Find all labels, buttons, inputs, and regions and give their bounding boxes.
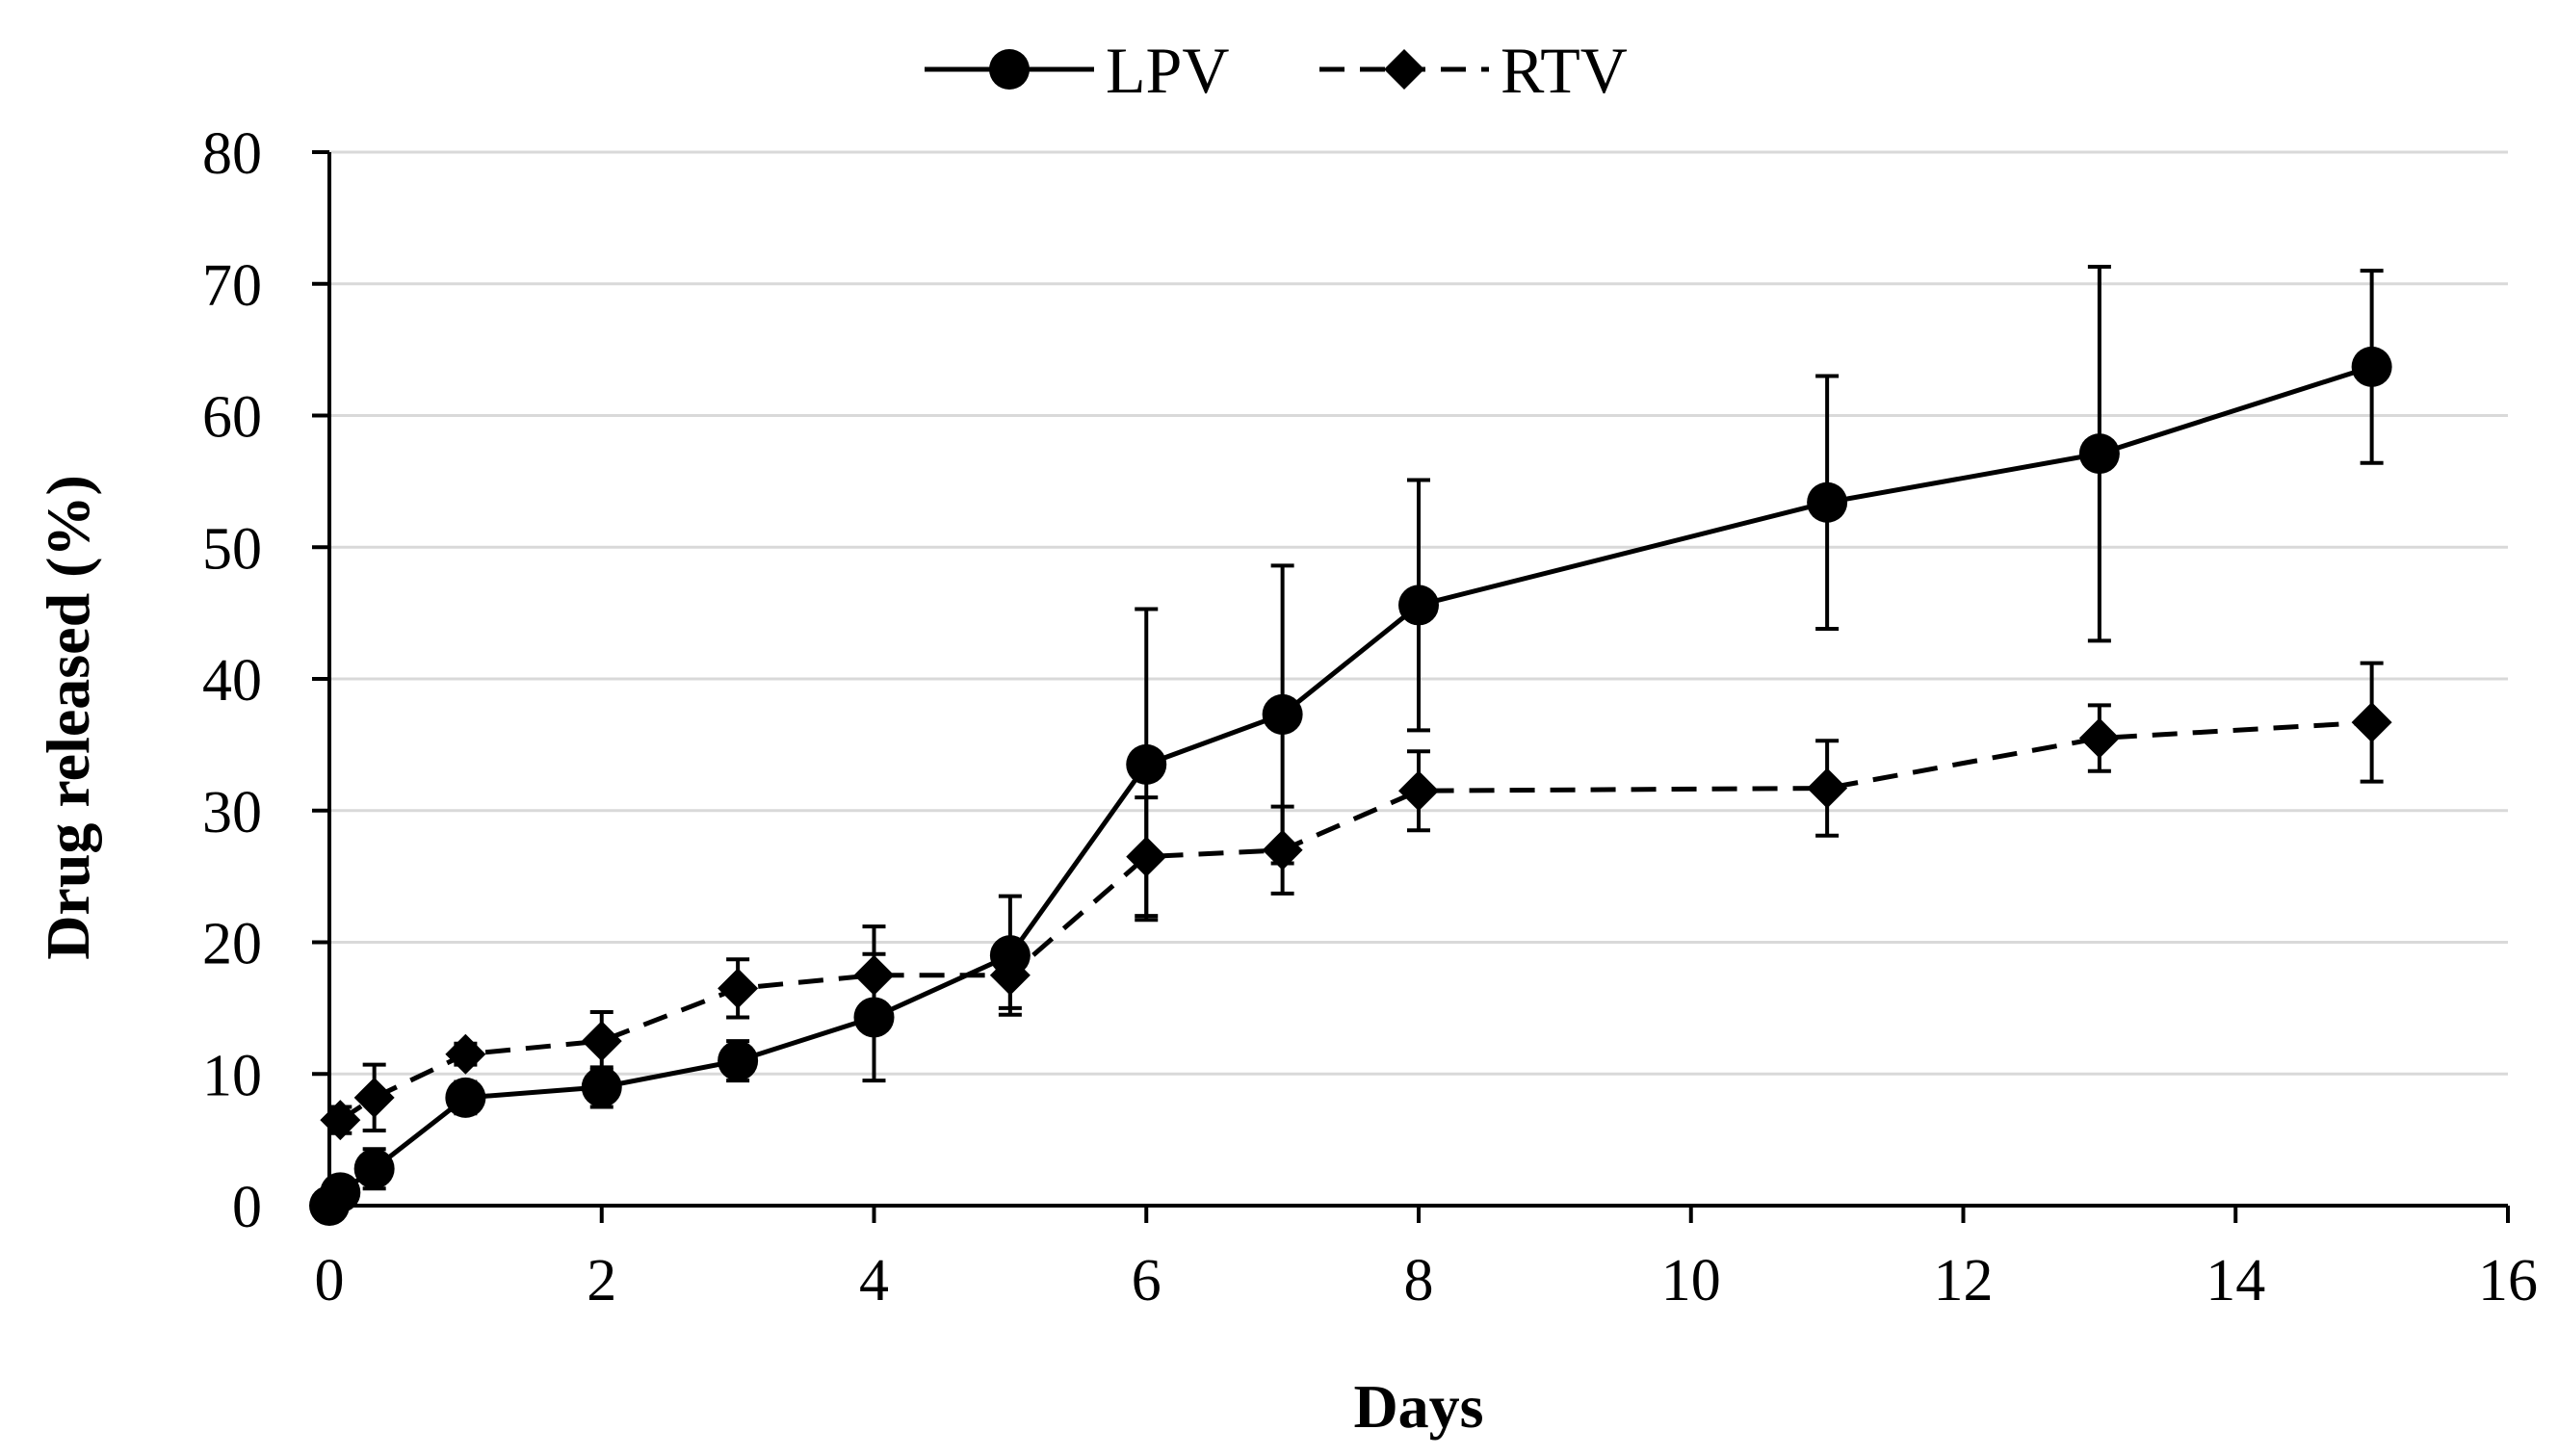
- x-tick-label: 16: [2478, 1248, 2538, 1313]
- x-axis-title: Days: [1353, 1372, 1483, 1441]
- data-point: [853, 954, 895, 996]
- x-tick-label: 0: [315, 1248, 345, 1313]
- data-point: [353, 1077, 395, 1118]
- axes: 0 10 20 30 40 50 60 70 80 0 2 4 6 8 10 12 14 16: [202, 121, 2538, 1313]
- y-tick-label: 30: [202, 780, 262, 845]
- y-tick-label: 10: [202, 1043, 262, 1108]
- data-point: [581, 1066, 622, 1107]
- data-point: [2078, 717, 2120, 759]
- data-point: [1126, 836, 1167, 877]
- x-tick-label: 2: [587, 1248, 616, 1313]
- x-tick-label: 12: [1934, 1248, 1994, 1313]
- data-point: [989, 954, 1031, 996]
- series-lpv: [309, 264, 2392, 1226]
- data-point: [1807, 481, 1848, 523]
- x-tick-label: 4: [859, 1248, 889, 1313]
- y-tick-label: 80: [202, 121, 262, 187]
- series-line: [338, 719, 2372, 1123]
- legend-label: LPV: [1106, 34, 1229, 107]
- data-point: [1126, 743, 1167, 785]
- x-tick-label: 14: [2206, 1248, 2265, 1313]
- data-point: [353, 1148, 395, 1189]
- y-axis-title: Drug released (%): [34, 475, 102, 960]
- data-point: [581, 1021, 622, 1062]
- legend-label: RTV: [1501, 34, 1628, 107]
- y-tick-label: 70: [202, 253, 262, 319]
- y-tick-label: 0: [232, 1175, 262, 1240]
- data-point: [2351, 702, 2392, 743]
- data-point: [718, 968, 759, 1009]
- legend-marker: [989, 49, 1030, 90]
- data-point: [320, 1100, 361, 1141]
- legend-item-lpv: LPV: [925, 34, 1229, 107]
- data-point: [1398, 770, 1439, 812]
- x-tick-label: 6: [1132, 1248, 1162, 1313]
- data-point: [445, 1077, 486, 1118]
- legend-marker: [1384, 49, 1424, 90]
- series-rtv: [320, 661, 2392, 1141]
- data-point: [320, 1172, 361, 1213]
- data-point: [2351, 346, 2392, 387]
- data-point: [1262, 829, 1303, 871]
- x-tick-label: 8: [1404, 1248, 1434, 1313]
- y-tick-label: 20: [202, 912, 262, 977]
- y-tick-label: 60: [202, 385, 262, 451]
- y-tick-label: 40: [202, 648, 262, 714]
- series-line: [327, 364, 2373, 1208]
- data-point: [2078, 433, 2120, 475]
- legend-item-rtv: RTV: [1319, 34, 1628, 107]
- data-point: [445, 1033, 486, 1075]
- series: [309, 264, 2392, 1226]
- data-point: [1262, 693, 1303, 735]
- legend: LPV RTV: [925, 34, 1628, 107]
- y-tick-label: 50: [202, 516, 262, 582]
- x-tick-label: 10: [1661, 1248, 1721, 1313]
- data-point: [718, 1040, 759, 1081]
- data-point: [1398, 585, 1439, 626]
- data-point: [1807, 767, 1848, 809]
